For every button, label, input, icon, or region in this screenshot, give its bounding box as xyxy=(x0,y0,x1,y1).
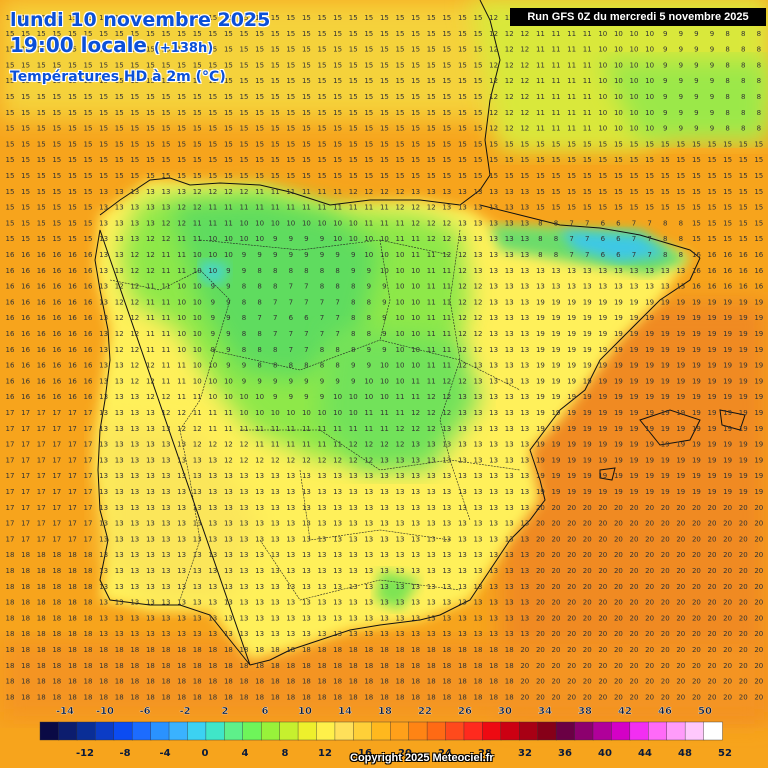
run-label: Run GFS 0Z du mercredi 5 novembre 2025 xyxy=(510,8,766,26)
copyright: Copyright 2025 Meteociel.fr xyxy=(350,752,494,764)
borders xyxy=(109,229,521,601)
coastline xyxy=(94,0,746,666)
time-title: 19:00 locale (+138h) xyxy=(10,33,213,57)
land-iberia xyxy=(95,180,690,660)
date-title: lundi 10 novembre 2025 xyxy=(10,9,270,31)
local-time: 19:00 locale xyxy=(10,33,147,57)
lead-time: (+138h) xyxy=(154,41,213,56)
variable-title: Températures HD à 2m (°C) xyxy=(10,69,226,85)
